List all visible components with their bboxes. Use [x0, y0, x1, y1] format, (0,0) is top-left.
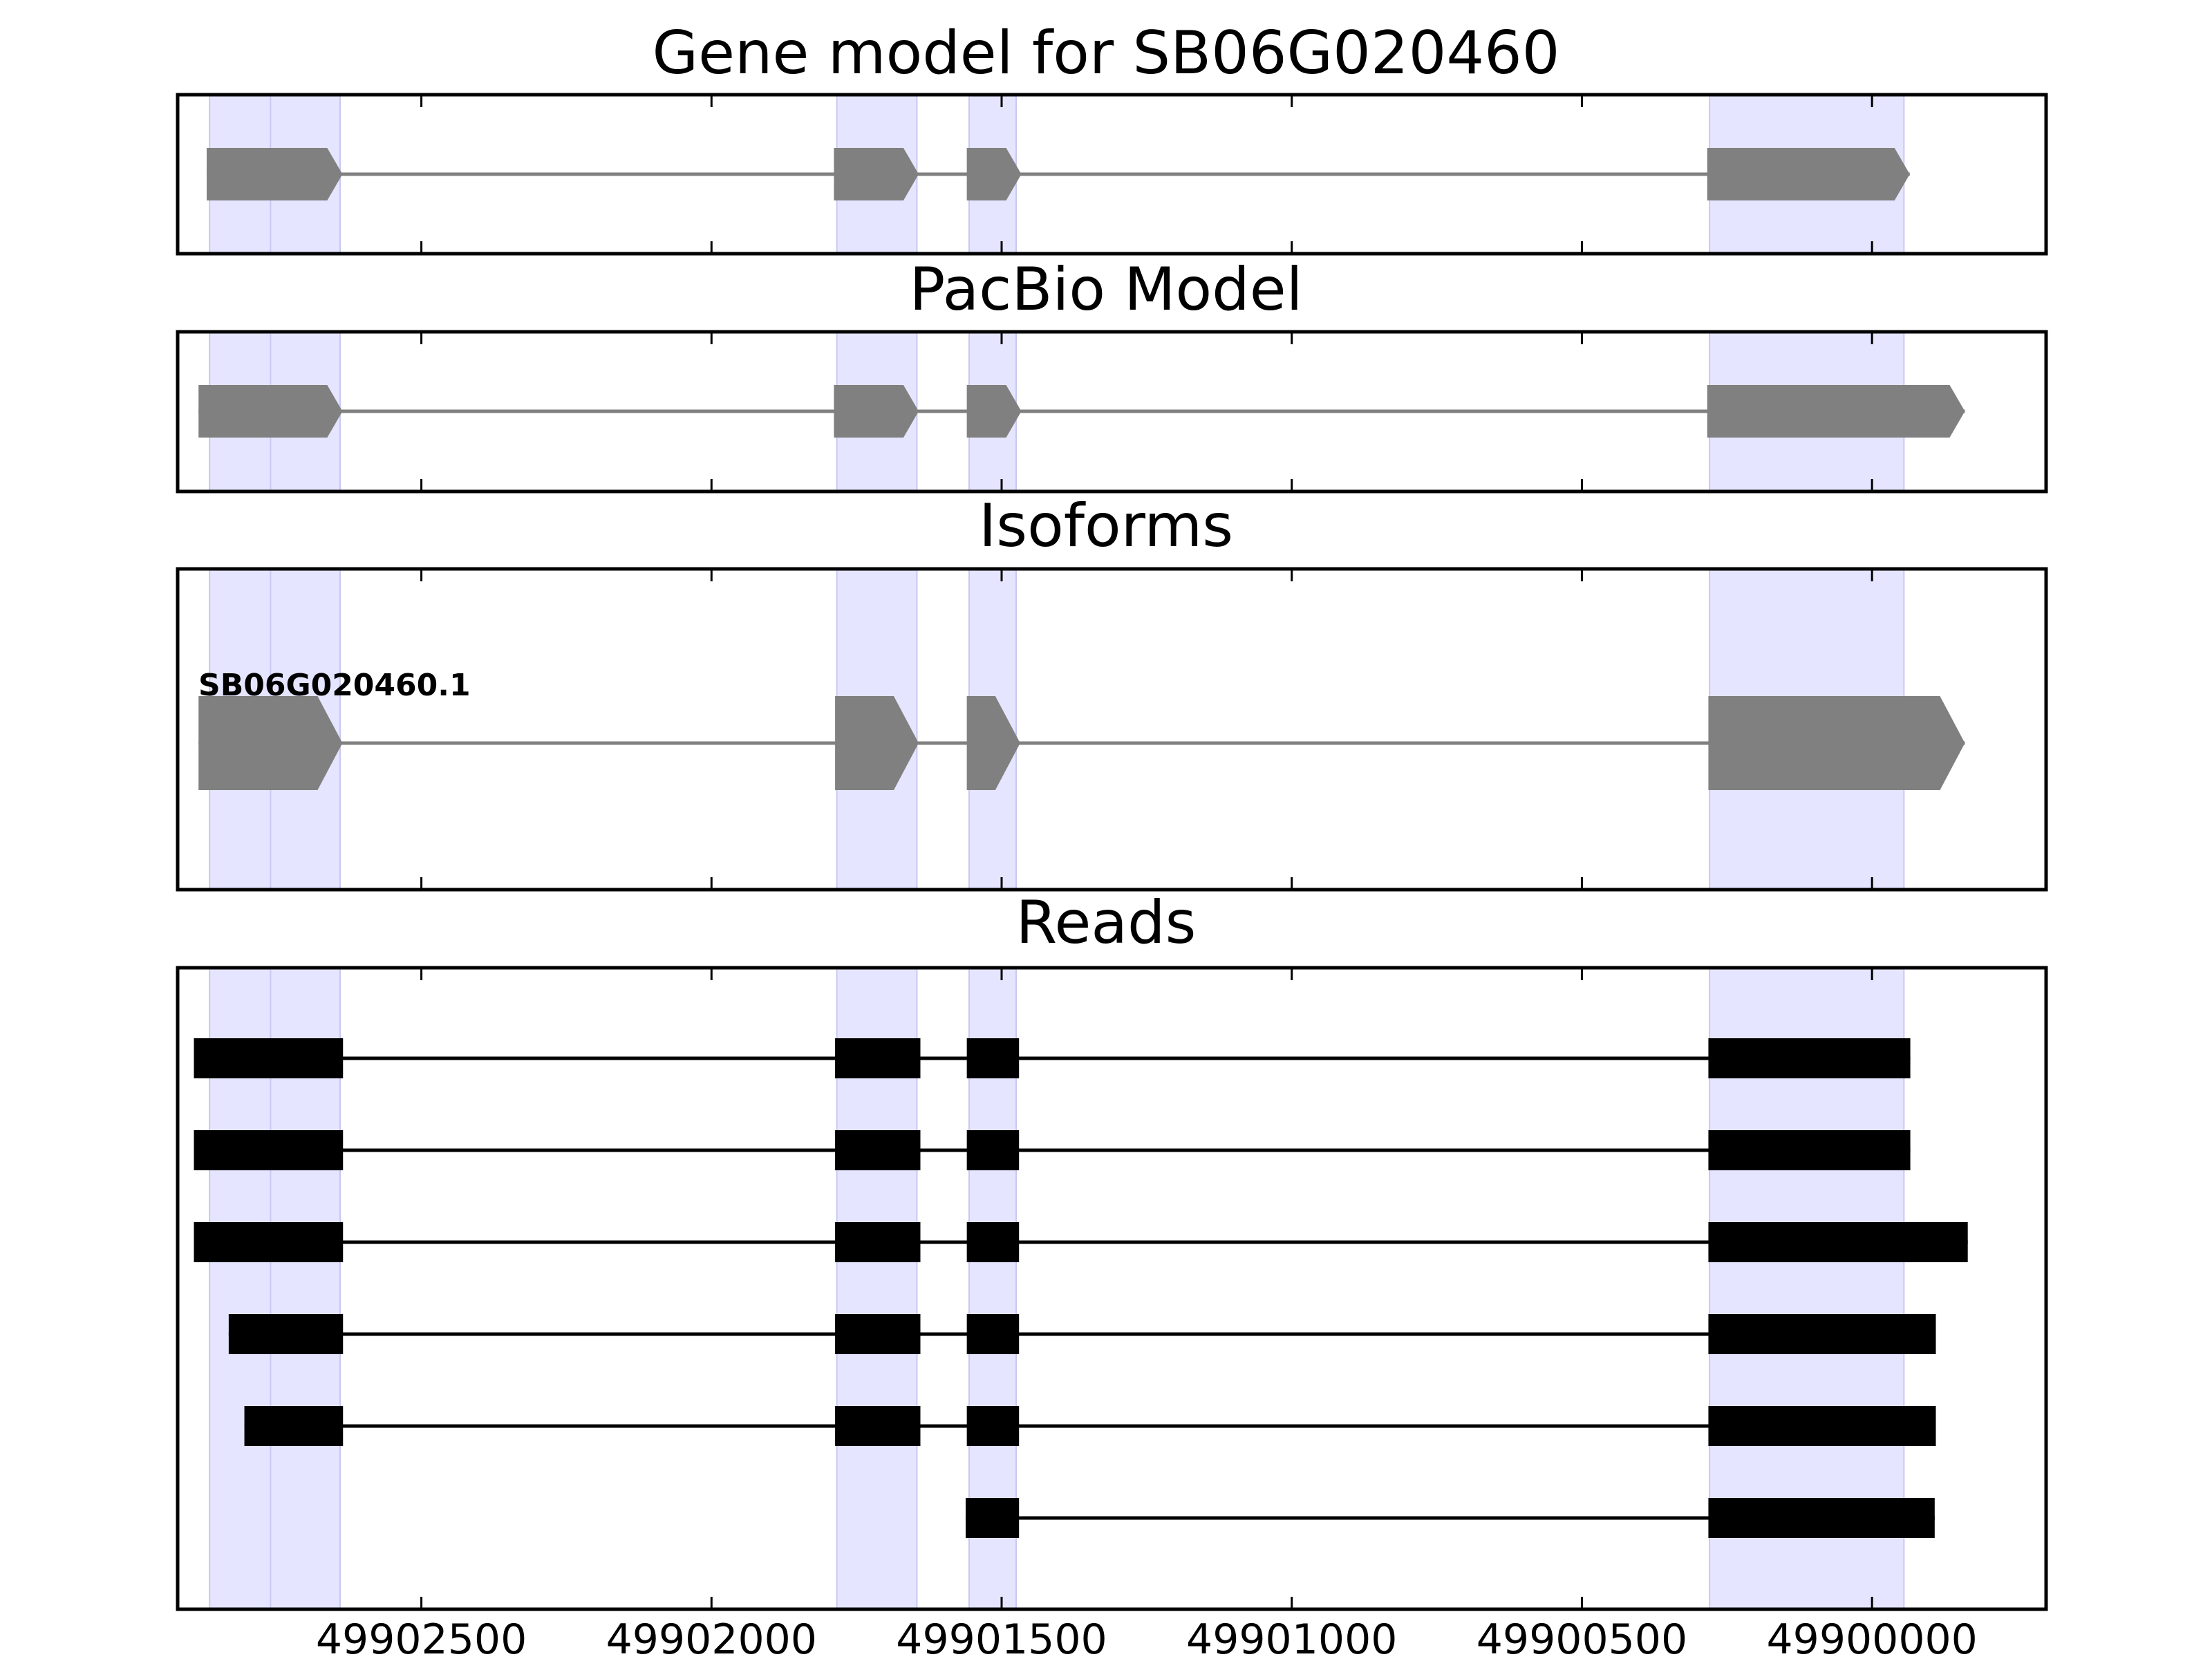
- pacbio-model-title: PacBio Model: [909, 255, 1302, 324]
- exon: [268, 148, 343, 200]
- read-exon: [835, 1038, 921, 1078]
- exon: [834, 148, 919, 200]
- read-exon: [835, 1130, 921, 1170]
- read-exon: [269, 1038, 344, 1078]
- read-exon: [966, 1406, 1020, 1446]
- panel-frame: [176, 93, 2048, 256]
- read-exon: [1708, 1498, 1935, 1538]
- panel-frame: [176, 966, 2048, 1611]
- read-exon: [966, 1130, 1020, 1170]
- x-tick-label: 49902000: [606, 1615, 817, 1659]
- exon: [269, 696, 343, 790]
- x-tick-label: 49900500: [1477, 1615, 1687, 1659]
- x-tick-label: 49900000: [1766, 1615, 1977, 1659]
- x-axis-tick-labels: 49902500 49902000 49901500 49901000 4990…: [316, 1615, 1978, 1659]
- read-exon: [1708, 1406, 1936, 1446]
- read-exon: [835, 1222, 921, 1262]
- exon: [1708, 696, 1965, 790]
- read-exon: [966, 1314, 1020, 1354]
- exon: [834, 385, 919, 438]
- x-tick-label: 49901500: [896, 1615, 1107, 1659]
- read-exon: [269, 1314, 344, 1354]
- read-exon: [966, 1222, 1020, 1262]
- read-exon: [1708, 1130, 1911, 1170]
- panel-frame: [176, 567, 2048, 892]
- read-exon: [269, 1222, 344, 1262]
- isoform-label: SB06G020460.1: [198, 668, 471, 703]
- exon: [966, 148, 1022, 200]
- read-exon: [269, 1406, 344, 1446]
- reads-title: Reads: [1016, 888, 1197, 957]
- exon: [966, 696, 1020, 790]
- read-exon: [269, 1130, 344, 1170]
- panel-frame: [176, 330, 2048, 494]
- read-exon: [1708, 1038, 1911, 1078]
- read-exon: [835, 1406, 921, 1446]
- exon: [835, 696, 919, 790]
- exon: [1707, 385, 1965, 438]
- pacbio-model-panel: [176, 330, 2048, 494]
- exon: [966, 385, 1022, 438]
- isoforms-title: Isoforms: [979, 491, 1233, 561]
- read-exon: [1708, 1314, 1936, 1354]
- exon: [1707, 148, 1910, 200]
- read-exon: [966, 1038, 1020, 1078]
- isoforms-panel: SB06G020460.1: [176, 567, 2048, 892]
- read-exon: [1708, 1222, 1968, 1262]
- read-exon: [835, 1314, 921, 1354]
- exon: [268, 385, 343, 438]
- gene-model-title: Gene model for SB06G020460: [653, 19, 1560, 88]
- x-tick-label: 49901000: [1186, 1615, 1397, 1659]
- read-exon: [965, 1498, 1020, 1538]
- reads-panel: 49902500 49902000 49901500 49901000 4990…: [176, 966, 2048, 1659]
- x-tick-label: 49902500: [316, 1615, 527, 1659]
- gene-model-panel: [176, 93, 2048, 256]
